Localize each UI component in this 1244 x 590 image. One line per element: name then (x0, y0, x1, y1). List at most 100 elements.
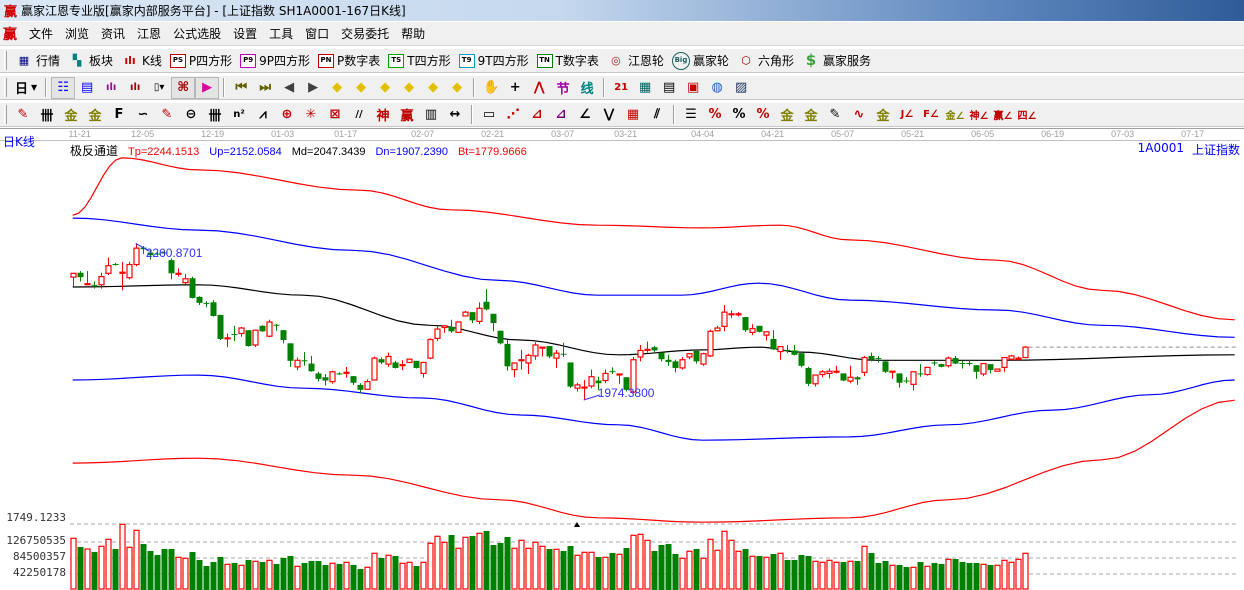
move-right-icon[interactable]: ◆ (356, 80, 367, 95)
save-icon[interactable]: ▣ (687, 80, 700, 95)
chart-style-icon[interactable]: ☷ (51, 76, 76, 99)
prev-icon[interactable]: ◀ (284, 80, 295, 95)
menu-settings[interactable]: 设置 (233, 27, 258, 41)
grid-lines-icon[interactable]: 卌 (40, 109, 54, 124)
toolbar-button-ts[interactable]: TS T四方形 (384, 50, 454, 71)
gold-angle-icon[interactable]: 金∠ (945, 111, 965, 122)
web-icon[interactable]: ✳ (305, 107, 317, 122)
slash-icon[interactable]: // (355, 109, 363, 120)
width-icon[interactable]: ↔ (449, 107, 461, 122)
box-web-icon[interactable]: ⊠ (329, 107, 341, 122)
angle-fan-icon[interactable]: ∠ (579, 107, 591, 122)
toolbar-button-pn[interactable]: PN P数字表 (314, 50, 384, 71)
toolbar-button-tn[interactable]: TN T数字表 (533, 50, 603, 71)
notes-icon[interactable]: ▤ (81, 80, 94, 95)
j-angle-icon[interactable]: J∠ (900, 109, 914, 120)
toolbar-button-sector-blocks[interactable]: ▚ 板块 (64, 50, 117, 71)
toolbar-grip[interactable] (4, 51, 7, 70)
menu-formula[interactable]: 公式选股 (173, 27, 222, 41)
ruler-icon[interactable]: ▥ (424, 107, 438, 122)
flag-icon[interactable]: ▶ (195, 76, 220, 99)
bars-3-icon[interactable]: ılı (106, 82, 117, 93)
move-left-icon[interactable]: ◆ (332, 80, 343, 95)
gold-2-icon[interactable]: 金 (88, 109, 102, 124)
multi-slash-icon[interactable]: ⫽ (654, 107, 660, 122)
ying-icon[interactable]: 赢 (400, 109, 414, 124)
section-icon[interactable]: 节 (556, 82, 570, 97)
toolbar-button-candlestick[interactable]: ılı K线 (117, 50, 166, 71)
gold-lines-icon[interactable]: 金 (804, 109, 818, 124)
target-icon[interactable]: ⊕ (281, 107, 293, 122)
gold-1-icon[interactable]: 金 (64, 109, 78, 124)
first-icon[interactable]: ⏮ (235, 80, 248, 95)
toolbar-grip[interactable] (4, 105, 7, 124)
period-dropdown[interactable]: 日 ▼ (11, 77, 41, 98)
toolbar-button-hexagon[interactable]: ⬡ 六角形 (733, 50, 798, 71)
bars-9-icon[interactable]: ılı (130, 82, 141, 93)
four-angle-icon[interactable]: 四∠ (1017, 111, 1037, 122)
sine-icon[interactable]: ∿ (853, 107, 865, 122)
toolbar-button-t9[interactable]: T9 9T四方形 (455, 50, 533, 71)
menu-trade[interactable]: 交易委托 (341, 27, 390, 41)
pattern-icon[interactable]: ⌘ (171, 76, 196, 99)
expand-h-icon[interactable]: ◆ (380, 80, 391, 95)
pen-lines-icon[interactable]: ✎ (829, 107, 841, 122)
next-icon[interactable]: ▶ (308, 80, 319, 95)
percent-line-icon[interactable]: % (708, 107, 722, 122)
f-angle-icon[interactable]: F∠ (923, 109, 939, 120)
toolbar-button-winner-wheel[interactable]: Big 赢家轮 (668, 50, 733, 71)
pen-icon[interactable]: ✎ (17, 107, 29, 122)
fib-icon[interactable]: F (114, 107, 124, 122)
menu-logo-icon[interactable]: 赢 (3, 26, 17, 43)
box-icon[interactable]: ▭ (482, 107, 496, 122)
menu-help[interactable]: 帮助 (401, 27, 426, 41)
menu-news[interactable]: 资讯 (101, 27, 126, 41)
gold-box-icon[interactable]: 金 (876, 109, 890, 124)
toolbar-grip[interactable] (4, 78, 7, 97)
n2-icon[interactable]: n² (233, 109, 245, 120)
toolbar-button-ps[interactable]: PS P四方形 (166, 50, 236, 71)
printer-icon[interactable]: ▨ (735, 80, 748, 95)
fan-icon[interactable]: ⋰ (506, 107, 520, 122)
calculator-icon[interactable]: ▦ (639, 80, 652, 95)
menu-browse[interactable]: 浏览 (65, 27, 90, 41)
list-icon[interactable]: ☰ (685, 107, 697, 122)
shen-angle-icon[interactable]: 神∠ (969, 111, 989, 122)
candle-type-dropdown-icon[interactable]: ▯▾ (153, 82, 165, 93)
zoom-in-icon[interactable]: ◆ (404, 80, 415, 95)
kline-chart-panel[interactable] (0, 128, 1244, 590)
shen-icon[interactable]: 神 (376, 109, 390, 124)
toolbar-button-quote-table[interactable]: ▦ 行情 (11, 50, 64, 71)
calendar-icon[interactable]: 21 (614, 82, 629, 93)
expand-v-icon[interactable]: ◆ (452, 80, 463, 95)
draw-line-icon[interactable]: ⋀ (533, 80, 545, 95)
percent-lines-icon[interactable]: % (756, 107, 770, 122)
toolbar-button-dollar[interactable]: $ 赢家服务 (798, 50, 875, 71)
toolbar-button-p9[interactable]: P9 9P四方形 (236, 50, 314, 71)
report-icon[interactable]: ▤ (663, 80, 676, 95)
toolbar-button-gann-wheel[interactable]: ◎ 江恩轮 (603, 50, 668, 71)
grid-box-icon[interactable]: ▦ (626, 107, 640, 122)
last-icon[interactable]: ⏭ (259, 80, 272, 95)
menu-window[interactable]: 窗口 (305, 27, 330, 41)
zoom-out-icon[interactable]: ◆ (428, 80, 439, 95)
circle-icon[interactable]: ⊖ (185, 107, 197, 122)
menu-gann[interactable]: 江恩 (137, 27, 162, 41)
network-icon[interactable]: ◍ (711, 80, 723, 95)
spiral-icon[interactable]: ∽ (137, 107, 149, 122)
crosshair-icon[interactable]: + (509, 80, 521, 95)
percent-icon[interactable]: % (732, 107, 746, 122)
parallel-icon[interactable]: 卌 (208, 109, 222, 124)
menu-tools[interactable]: 工具 (269, 27, 294, 41)
wave-icon[interactable]: ⋁ (603, 107, 615, 122)
gold-circle-icon[interactable]: 金 (780, 109, 794, 124)
fan-box-icon[interactable]: ⊿ (531, 107, 543, 122)
indicator-name[interactable]: 极反通道 (70, 144, 119, 158)
fan-box2-icon[interactable]: ⊿ (555, 107, 567, 122)
line-icon[interactable]: 线 (580, 82, 594, 97)
hand-icon[interactable]: ✋ (483, 80, 500, 95)
ying-angle-icon[interactable]: 赢∠ (993, 111, 1013, 122)
pen2-icon[interactable]: ✎ (161, 107, 173, 122)
angle-icon[interactable]: ⩘ (259, 107, 267, 122)
menu-file[interactable]: 文件 (29, 27, 54, 41)
